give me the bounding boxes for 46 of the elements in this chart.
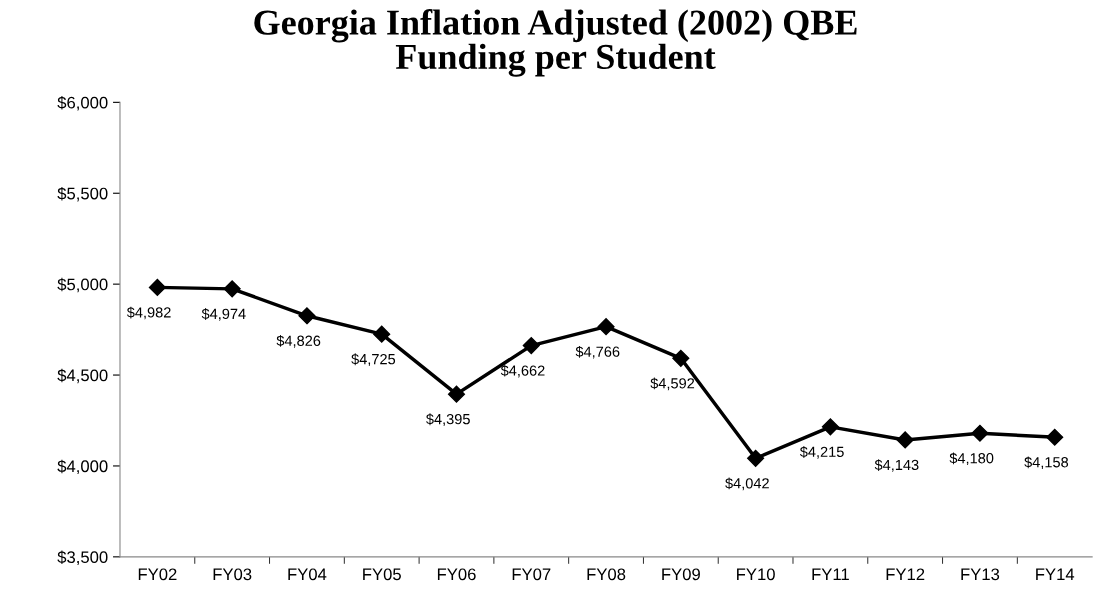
x-tick-label: FY05 (363, 568, 401, 581)
y-tick-label: $5,000 (57, 277, 108, 293)
point (148, 278, 166, 296)
chart-title: Georgia Inflation Adjusted (2002) QBE Funding per Student (254, 9, 857, 77)
y-tick-label: $6,000 (57, 96, 108, 111)
y-tick-label: $4,000 (57, 459, 108, 475)
point (373, 325, 391, 343)
data-label: $4,143 (874, 459, 919, 472)
y-tick-label: $5,500 (57, 186, 108, 202)
x-tick-label: FY14 (1036, 568, 1075, 581)
data-label: $4,158 (1024, 456, 1069, 470)
point (522, 337, 540, 355)
data-label: $4,766 (575, 345, 620, 359)
point (821, 418, 839, 436)
x-tick-label: FY04 (288, 568, 327, 581)
data-label: $4,042 (725, 477, 769, 491)
point (1046, 428, 1064, 446)
point (223, 280, 241, 298)
point (896, 431, 914, 449)
data-label: $4,592 (650, 377, 695, 391)
point (672, 349, 690, 367)
data-label: $4,725 (351, 353, 396, 367)
x-tick-label: FY02 (138, 568, 177, 581)
y-tick-label: $4,500 (57, 368, 108, 384)
data-label: $4,662 (500, 364, 545, 378)
y-tick-label: $3,500 (57, 550, 108, 566)
data-label: $4,215 (799, 446, 844, 459)
point (747, 449, 765, 467)
data-label: $4,826 (276, 334, 321, 348)
point (447, 385, 466, 403)
x-tick-label: FY12 (886, 568, 925, 581)
data-label: $4,974 (201, 308, 246, 321)
x-tick-label: FY06 (437, 568, 476, 581)
point (597, 318, 615, 336)
x-tick-label: FY09 (662, 568, 700, 581)
point (298, 307, 316, 325)
x-tick-label: FY03 (213, 568, 252, 581)
x-tick-label: FY13 (961, 568, 1000, 581)
point (971, 424, 989, 442)
x-tick-label: FY08 (587, 568, 626, 581)
x-tick-label: FY10 (737, 568, 775, 581)
data-label: $4,395 (426, 413, 470, 427)
data-label: $4,180 (949, 452, 994, 466)
x-tick-label: FY07 (512, 568, 551, 581)
data-label: $4,982 (126, 306, 171, 320)
x-tick-label: FY11 (812, 568, 849, 581)
